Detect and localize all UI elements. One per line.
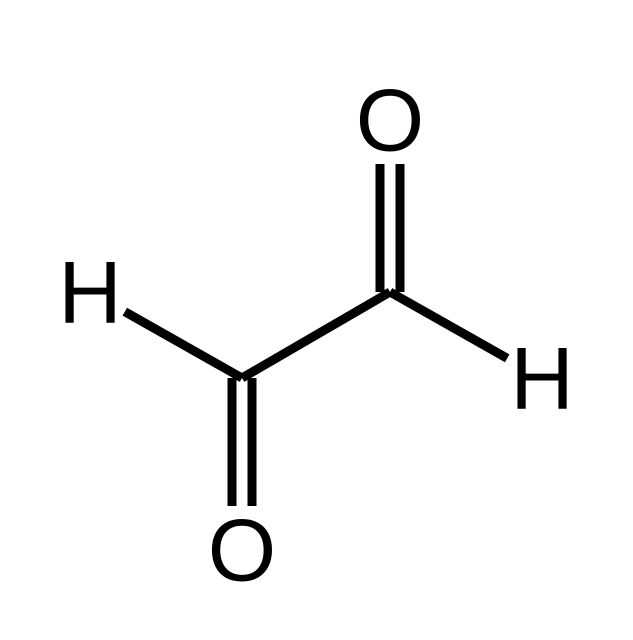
single-bond xyxy=(125,312,242,378)
single-bond xyxy=(390,292,507,358)
atom-label-o: O xyxy=(356,71,424,170)
atom-label-h: H xyxy=(510,329,574,428)
molecule-diagram: H H O O xyxy=(0,0,633,640)
single-bond xyxy=(242,292,390,378)
atom-label-h: H xyxy=(58,243,122,342)
atom-label-o: O xyxy=(208,501,276,600)
